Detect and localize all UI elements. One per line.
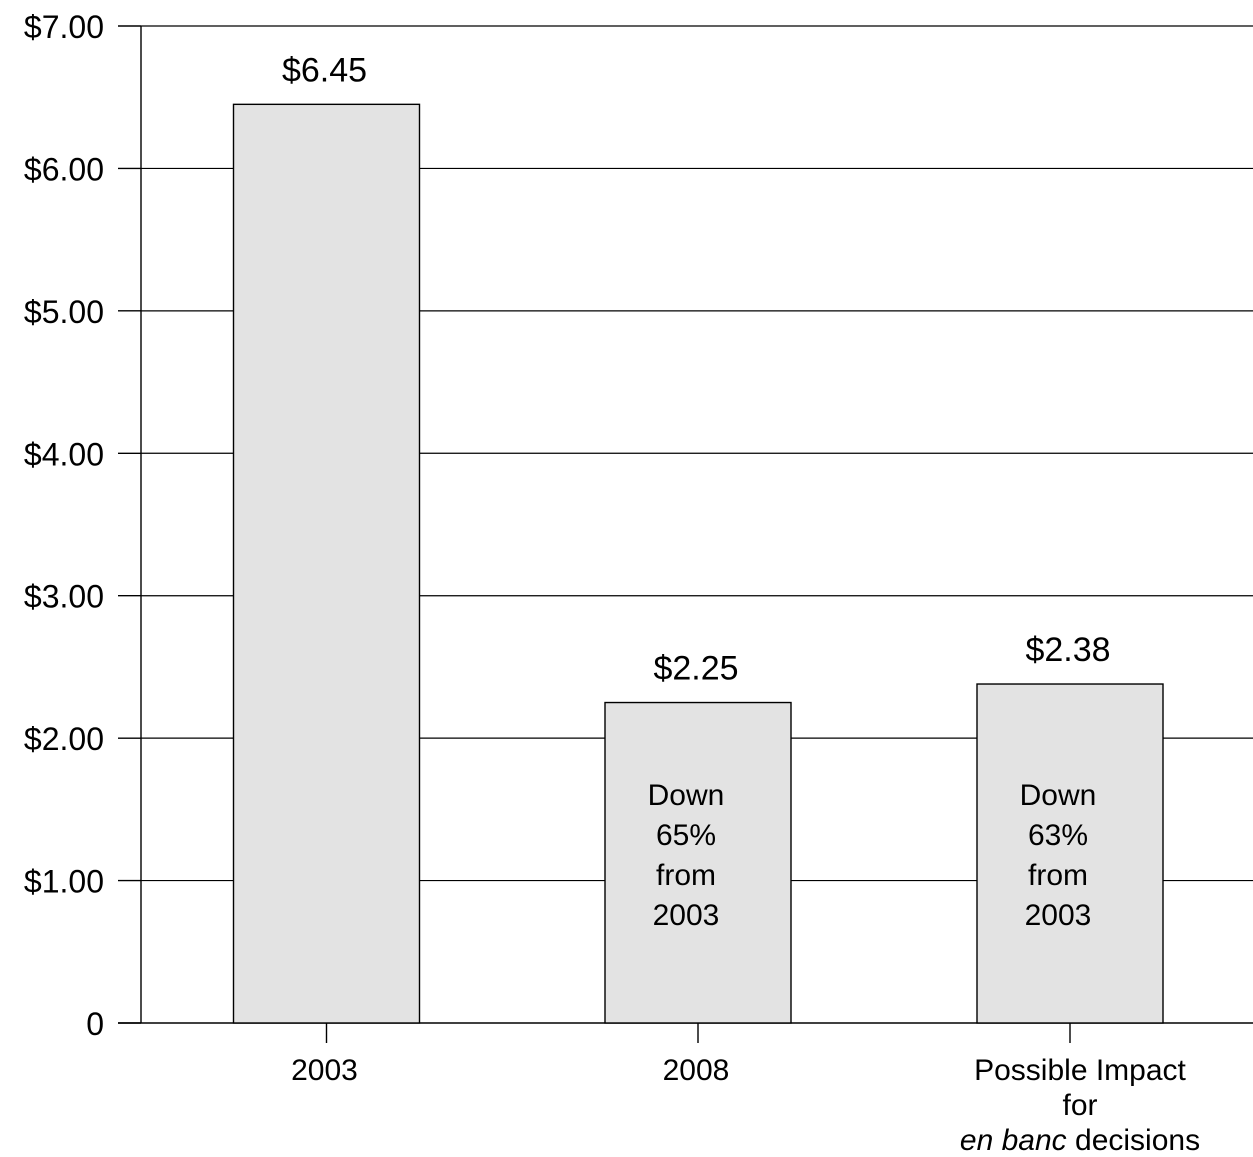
- bar: [232, 103, 421, 1024]
- bar-annotation-line: 2003: [653, 899, 720, 932]
- x-tick-label-segment: decisions: [1067, 1124, 1200, 1157]
- bar-annotation-line: 63%: [1028, 819, 1088, 852]
- y-tick-label: $6.00: [24, 151, 104, 187]
- bar-annotation-line: 65%: [656, 819, 716, 852]
- bar-annotation-line: from: [656, 859, 716, 892]
- y-tick-label: $7.00: [24, 9, 104, 45]
- x-tick-label-segment: 2003: [291, 1054, 358, 1087]
- x-tick-label-segment: for: [1062, 1089, 1097, 1122]
- y-tick-label: $1.00: [24, 864, 104, 900]
- bar-annotation-line: Down: [1020, 779, 1097, 812]
- data-label: $6.45: [282, 51, 367, 89]
- data-label: $2.38: [1025, 631, 1110, 669]
- y-tick-label: 0: [86, 1006, 104, 1042]
- x-tick-label: en banc decisions: [960, 1124, 1200, 1157]
- bar-annotation-line: Down: [648, 779, 725, 812]
- x-tick-label: 2003: [291, 1054, 358, 1087]
- y-tick-label: $3.00: [24, 579, 104, 615]
- x-tick-label-segment: Possible Impact: [974, 1054, 1186, 1087]
- data-label: $2.25: [653, 650, 738, 688]
- y-tick-label: $2.00: [24, 721, 104, 757]
- y-tick-label: $4.00: [24, 436, 104, 472]
- x-tick-label-segment: en banc: [960, 1124, 1067, 1157]
- bar: [976, 683, 1164, 1024]
- x-tick-label: Possible Impact: [974, 1054, 1186, 1087]
- bar: [604, 701, 792, 1024]
- bar-annotation-line: from: [1028, 859, 1088, 892]
- y-tick-label: $5.00: [24, 294, 104, 330]
- x-tick-label: 2008: [663, 1054, 730, 1087]
- bar-annotation-line: 2003: [1025, 899, 1092, 932]
- x-tick-label: for: [1062, 1089, 1097, 1122]
- x-tick-label-segment: 2008: [663, 1054, 730, 1087]
